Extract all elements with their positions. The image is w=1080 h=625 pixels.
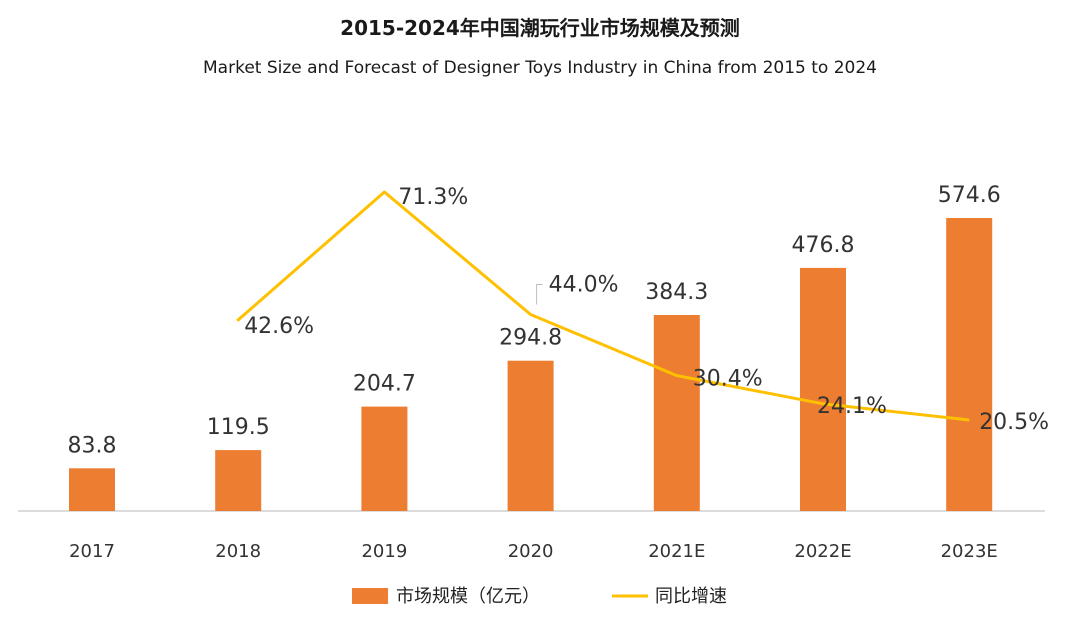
- bar-label-2017: 83.8: [68, 433, 117, 458]
- growth-label-2023E: 20.5%: [979, 410, 1049, 435]
- growth-label-2021E: 30.4%: [693, 367, 763, 392]
- growth-label-2018: 42.6%: [244, 314, 314, 339]
- growth-label-2022E: 24.1%: [817, 394, 887, 419]
- growth-line-series: [236, 190, 970, 422]
- bar-label-2018: 119.5: [207, 415, 270, 440]
- bar-2020: [507, 360, 554, 511]
- bar-label-2022E: 476.8: [792, 233, 855, 258]
- x-tick-2019: 2019: [361, 541, 407, 562]
- bar-2019: [361, 406, 408, 511]
- chart-title: 2015-2024年中国潮玩行业市场规模及预测: [340, 16, 740, 40]
- bar-2022E: [800, 267, 846, 511]
- x-tick-2017: 2017: [69, 541, 115, 562]
- bar-2023E: [946, 218, 993, 511]
- growth-label-2019: 71.3%: [398, 185, 468, 210]
- x-axis-tick-labels: 2017 2018 2019 2020 2021E 2022E 2023E: [69, 541, 998, 562]
- legend: 市场规模（亿元） 同比增速: [352, 586, 727, 607]
- growth-line: [236, 190, 970, 422]
- bar-label-2020: 294.8: [499, 326, 562, 351]
- x-tick-2021E: 2021E: [648, 541, 705, 562]
- bar-series: [69, 218, 993, 511]
- legend-swatch-bar: [352, 588, 388, 604]
- bar-2021E: [653, 315, 700, 511]
- bar-2018: [215, 450, 262, 511]
- bar-label-2021E: 384.3: [645, 280, 708, 305]
- bar-value-labels: 83.8 119.5 204.7 294.8 384.3 476.8 574.6: [68, 183, 1001, 458]
- callout-leader-2020: [536, 284, 543, 305]
- legend-label-line: 同比增速: [655, 586, 727, 607]
- legend-label-bar: 市场规模（亿元）: [396, 586, 540, 607]
- bar-label-2019: 204.7: [353, 372, 416, 397]
- x-tick-2020: 2020: [508, 541, 554, 562]
- x-tick-2022E: 2022E: [794, 541, 851, 562]
- growth-label-2020: 44.0%: [549, 273, 619, 298]
- x-tick-2018: 2018: [215, 541, 261, 562]
- x-tick-2023E: 2023E: [941, 541, 998, 562]
- growth-value-labels: 42.6% 71.3% 44.0% 30.4% 24.1% 20.5%: [244, 185, 1049, 435]
- bar-2017: [69, 468, 115, 511]
- bar-label-2023E: 574.6: [938, 183, 1001, 208]
- chart-subtitle: Market Size and Forecast of Designer Toy…: [203, 58, 877, 78]
